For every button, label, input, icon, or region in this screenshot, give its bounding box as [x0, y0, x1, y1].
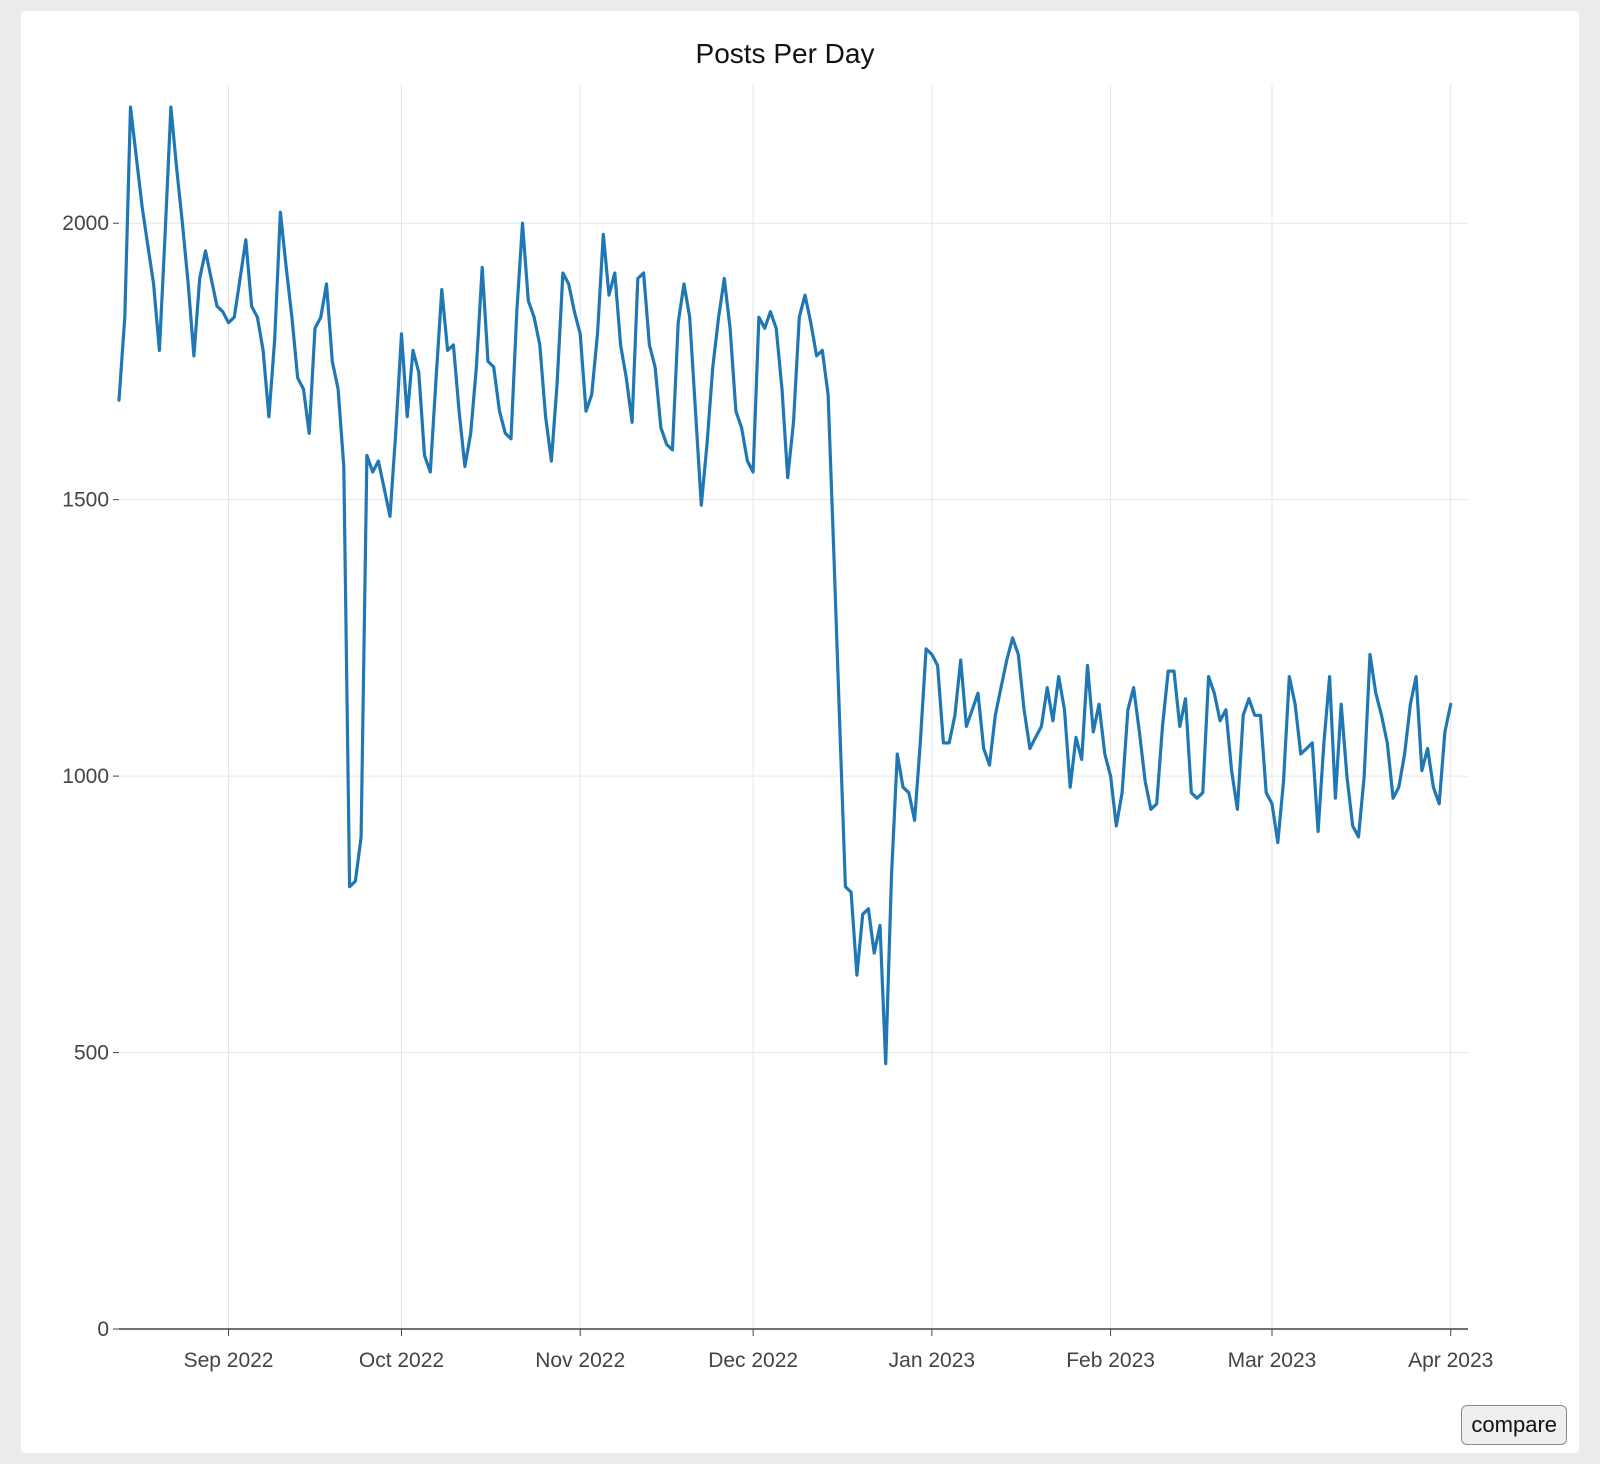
y-tick-label: 2000: [62, 212, 109, 235]
axis-ticks: 0 500 1000 1500 2000 Sep 2022 Oct 2022 Nov 2022…: [62, 212, 1493, 1372]
series-layer: [117, 105, 1453, 1066]
y-tick-label: 0: [97, 1318, 109, 1341]
x-tick-label: Feb 2023: [1066, 1349, 1155, 1372]
y-tick-label: 1000: [62, 765, 109, 788]
compare-button[interactable]: compare: [1461, 1405, 1567, 1445]
x-tick-label: Apr 2023: [1408, 1349, 1493, 1372]
y-tick-label: 500: [74, 1042, 109, 1065]
series-line-0: [117, 105, 1453, 1066]
y-tick-label: 1500: [62, 489, 109, 512]
x-tick-label: Mar 2023: [1228, 1349, 1317, 1372]
chart-card: Posts Per Day 0 500 1000 1500 2000 Sep 2022 Oc…: [21, 11, 1579, 1453]
x-tick-label: Sep 2022: [184, 1349, 274, 1372]
x-tick-label: Jan 2023: [889, 1349, 975, 1372]
chart-title: Posts Per Day: [696, 38, 875, 69]
x-tick-label: Oct 2022: [359, 1349, 444, 1372]
x-tick-label: Nov 2022: [535, 1349, 625, 1372]
posts-per-day-chart: Posts Per Day 0 500 1000 1500 2000 Sep 2022 Oc…: [62, 38, 1493, 1372]
x-tick-label: Dec 2022: [708, 1349, 798, 1372]
grid: [119, 85, 1468, 1329]
